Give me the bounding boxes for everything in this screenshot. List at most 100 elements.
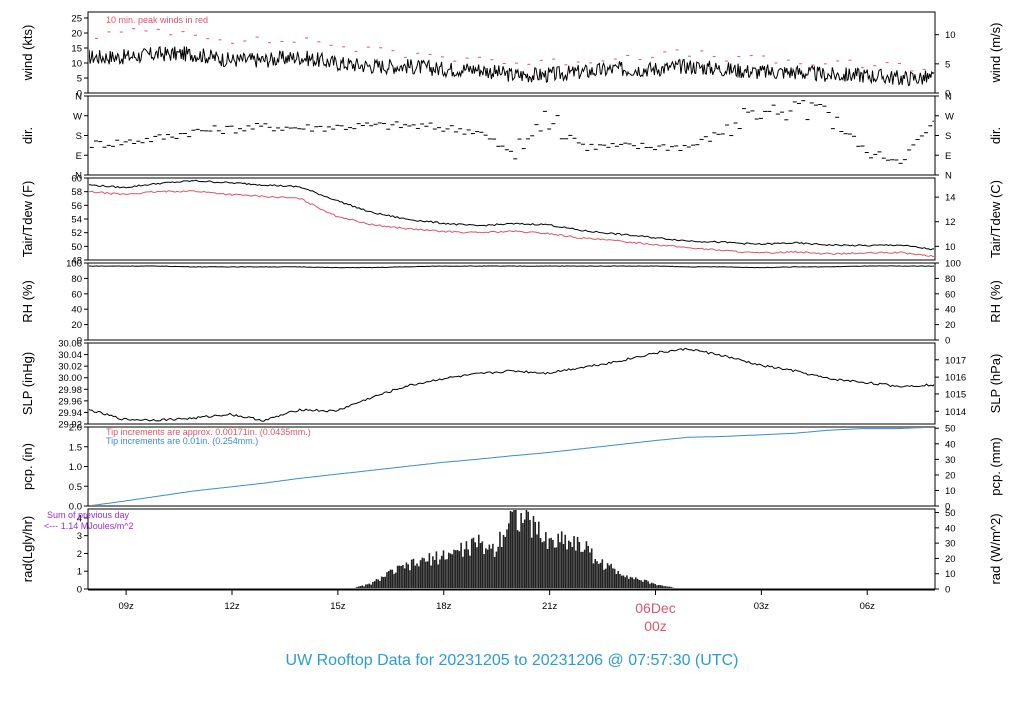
radiation-bar — [622, 575, 625, 588]
radiation-bar — [575, 550, 577, 588]
radiation-bar — [426, 561, 429, 588]
radiation-bar — [654, 584, 657, 588]
radiation-bar — [619, 573, 621, 588]
radiation-bar — [384, 576, 387, 588]
radiation-bar — [395, 572, 397, 588]
x-date-sub-label: 00z — [644, 618, 667, 634]
x-tick-label: 06z — [860, 601, 876, 612]
left-tick-label: 29.94 — [58, 408, 82, 419]
radiation-bar — [485, 548, 487, 588]
radiation-bar — [402, 565, 404, 588]
y-axis-label-right: dir. — [988, 127, 1003, 144]
panel-2: 48 50 52 54 56 58 60 10 12 14 Tair/Tdew (F) Tair/Td… — [20, 174, 1003, 267]
radiation-bar — [462, 556, 464, 588]
radiation-bar — [550, 537, 552, 588]
y-axis-label: dir. — [20, 127, 35, 144]
right-tick-label: 0 — [945, 336, 950, 347]
radiation-bar — [467, 549, 469, 588]
left-tick-label: 1.5 — [69, 442, 82, 453]
radiation-bar — [417, 566, 420, 588]
figure-title: UW Rooftop Data for 20231205 to 20231206… — [286, 652, 739, 669]
left-tick-label: 54 — [71, 215, 82, 226]
right-tick-label: 1017 — [945, 355, 966, 366]
radiation-bar — [555, 547, 558, 588]
radiation-bar — [626, 575, 628, 588]
radiation-bar — [412, 558, 415, 588]
radiation-bar — [663, 586, 665, 588]
radiation-bar — [582, 551, 584, 588]
radiation-bar — [470, 538, 473, 588]
right-tick-label: 30 — [945, 455, 956, 466]
right-tick-label: 20 — [945, 470, 956, 481]
radiation-bar — [513, 510, 515, 588]
left-tick-label: 58 — [71, 187, 82, 198]
radiation-bar — [546, 548, 549, 588]
radiation-bar — [617, 570, 619, 588]
right-tick-label: 10 — [945, 242, 956, 253]
radiation-bar — [515, 510, 517, 588]
left-tick-label: 52 — [71, 228, 82, 239]
radiation-bar — [435, 551, 438, 588]
y-axis-label: rad(Lgly/hr) — [20, 516, 35, 582]
radiation-bar — [599, 562, 602, 588]
right-tick-label: 20 — [945, 554, 956, 565]
radiation-bar — [400, 565, 402, 588]
radiation-bar — [416, 563, 418, 588]
radiation-bar — [624, 577, 627, 588]
data-group — [89, 100, 934, 164]
radiation-bar — [537, 521, 540, 588]
right-tick-label: 40 — [945, 523, 956, 534]
radiation-bar — [661, 585, 664, 588]
radiation-bar — [492, 543, 494, 588]
radiation-bar — [650, 582, 653, 588]
right-tick-label: 1016 — [945, 373, 966, 384]
radiation-bar — [539, 537, 542, 588]
y-axis-label-right: rad (W/m^2) — [988, 513, 1003, 584]
radiation-bar — [442, 550, 445, 588]
left-tick-label: 5 — [77, 74, 82, 85]
right-tick-label: 80 — [945, 274, 956, 285]
radiation-bar — [499, 531, 501, 588]
radiation-bar — [657, 584, 660, 588]
left-tick-label: 56 — [71, 201, 82, 212]
radiation-bar — [620, 575, 623, 588]
radiation-bar — [601, 559, 604, 588]
left-tick-label: 4 — [77, 513, 82, 524]
radiation-bar — [497, 546, 499, 588]
radiation-bar — [635, 577, 637, 588]
radiation-bar — [548, 538, 551, 588]
radiation-bar — [382, 576, 385, 588]
radiation-bar — [474, 542, 477, 588]
panel-frame — [87, 262, 936, 341]
left-tick-label: 60 — [71, 289, 82, 300]
radiation-bar — [368, 583, 371, 588]
radiation-bar — [430, 565, 432, 588]
radiation-bar — [640, 580, 642, 588]
radiation-bar — [481, 541, 484, 588]
panel-frame — [87, 177, 936, 261]
left-tick-label: 2.0 — [69, 423, 82, 434]
radiation-bar — [523, 519, 526, 588]
radiation-bar — [425, 561, 427, 588]
data-group — [89, 347, 934, 422]
radiation-bar — [578, 541, 581, 588]
rad-annotation-2: <--- 1.14 MJoules/m^2 — [44, 521, 134, 531]
y-axis-label: wind (kts) — [20, 25, 35, 82]
left-tick-label: 60 — [71, 174, 82, 185]
radiation-bar — [407, 564, 409, 588]
right-tick-label: S — [945, 131, 951, 142]
radiation-bar — [507, 523, 510, 588]
y-axis-label: pcp. (in) — [20, 443, 35, 490]
radiation-bar — [615, 573, 618, 588]
radiation-bar — [596, 561, 598, 588]
radiation-bar — [587, 545, 589, 588]
radiation-bar — [606, 563, 609, 588]
right-tick-label: 10 — [945, 30, 956, 41]
radiation-bar — [562, 544, 565, 588]
radiation-bar — [652, 583, 655, 588]
x-tick-label: 12z — [224, 601, 240, 612]
radiation-bar — [366, 584, 369, 588]
left-tick-label: 0 — [77, 336, 82, 347]
left-tick-label: 30.06 — [58, 339, 82, 350]
